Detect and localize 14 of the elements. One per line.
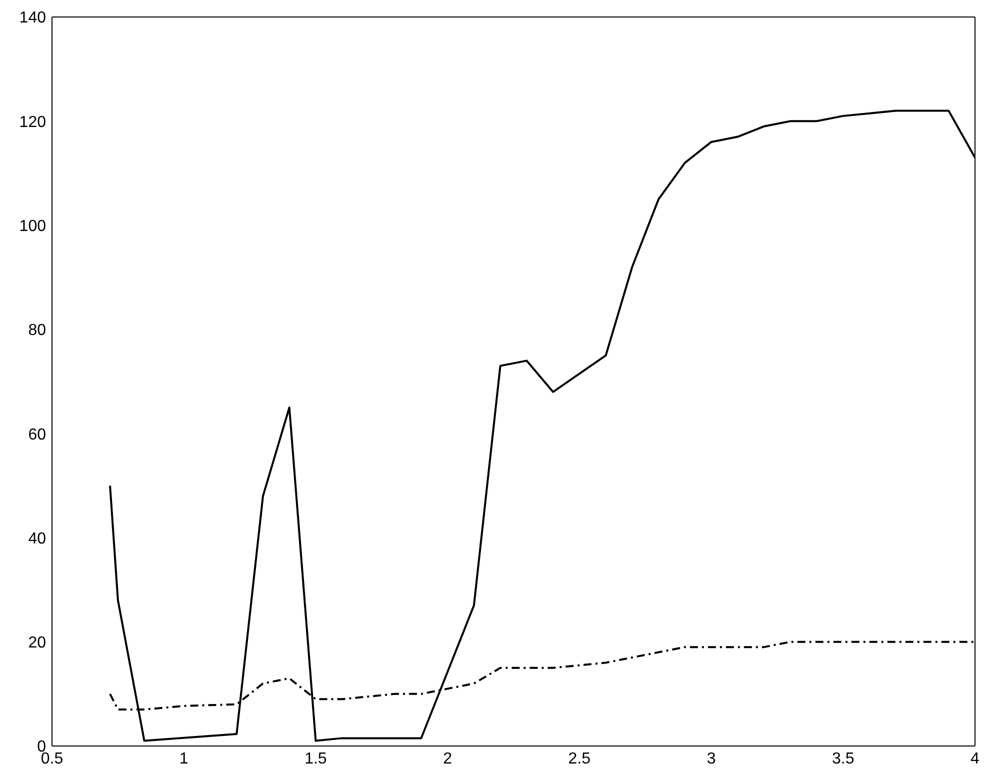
x-tick-label: 1.5 (304, 750, 327, 768)
x-tick-label: 2 (443, 750, 452, 768)
y-tick-label: 80 (28, 322, 46, 340)
y-tick-label: 140 (19, 10, 46, 27)
y-tick-label: 40 (28, 530, 46, 548)
x-tick-label: 3.5 (832, 750, 854, 768)
y-tick-label: 60 (28, 426, 46, 444)
y-tick-label: 20 (28, 634, 46, 652)
x-tick-label: 1 (179, 750, 188, 768)
x-tick-label: 3 (706, 750, 716, 768)
x-tick-label: 4 (970, 750, 980, 768)
y-tick-label: 120 (19, 114, 46, 131)
y-tick-label: 100 (19, 218, 46, 235)
x-tick-label: 2.5 (568, 750, 591, 768)
